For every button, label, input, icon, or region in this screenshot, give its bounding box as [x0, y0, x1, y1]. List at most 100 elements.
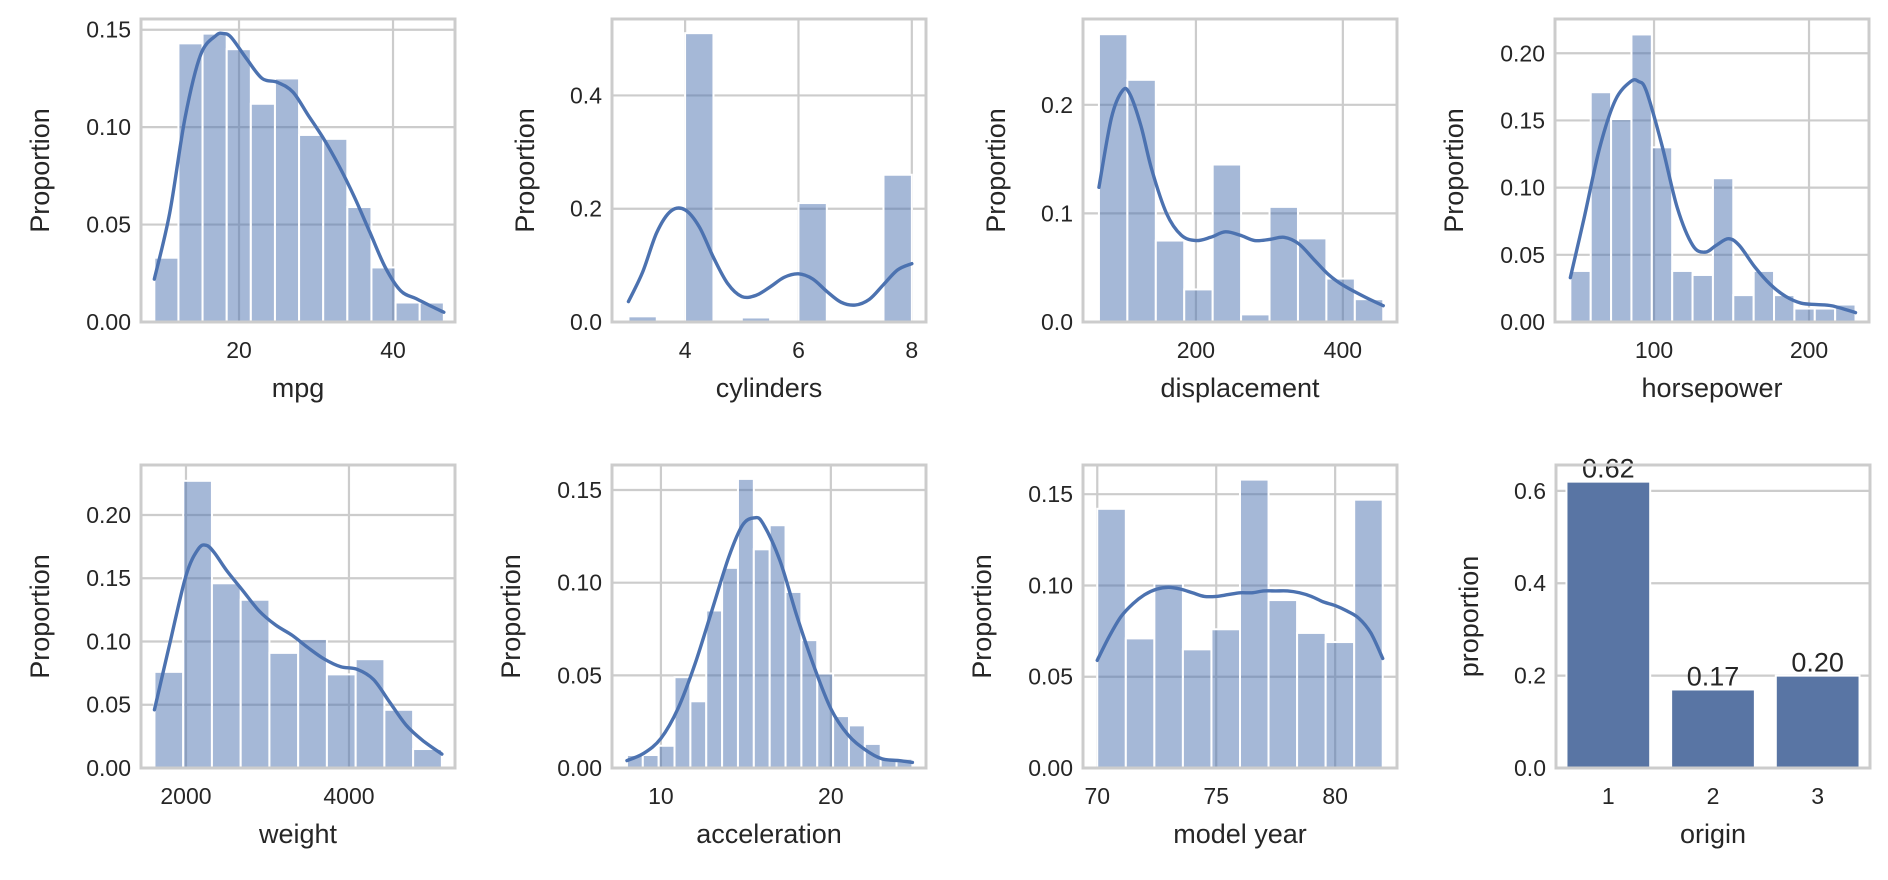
histogram-bar [225, 48, 252, 323]
x-tick-label: 2 [1707, 783, 1720, 809]
histogram-bar [297, 637, 328, 770]
subplot-weight: 0.00 0.05 0.10 0.15 0.20 2000 4000 weight Propor… [25, 463, 457, 849]
kde-line [1095, 585, 1385, 663]
histogram-bar [1610, 118, 1633, 323]
subplot-origin: 0.62 0.17 0.20 0.0 0.2 0.4 0.6 1 2 3 origin proport… [1454, 454, 1872, 849]
histogram-bar [1732, 294, 1755, 323]
histogram-bar [249, 102, 276, 323]
histogram-bar [370, 266, 397, 324]
y-tick-label: 0.15 [557, 477, 602, 503]
histogram-bar [882, 173, 913, 323]
histogram-bar [1181, 648, 1213, 769]
y-tick-label: 0.0 [1514, 755, 1546, 781]
subplot-horsepower: 0.00 0.05 0.10 0.15 0.20 100 200 horsepower Prop… [1439, 17, 1871, 403]
x-axis-label: displacement [1160, 373, 1320, 403]
y-tick-label: 0.4 [570, 82, 602, 108]
y-tick-label: 0.20 [1500, 40, 1545, 66]
x-tick-label: 40 [380, 337, 406, 363]
histogram-bar [752, 548, 771, 769]
histogram-bar [1296, 631, 1327, 770]
subplot-mpg: 0.00 0.05 0.10 0.15 20 40 mpg Proportion [25, 17, 457, 403]
axes-frame [1081, 17, 1399, 324]
bar-1 [1565, 480, 1652, 769]
x-axis-label: horsepower [1641, 373, 1782, 403]
x-tick-label: 200 [1177, 337, 1215, 363]
axes-frame [610, 17, 928, 324]
histogram-bar [800, 639, 819, 769]
y-tick-label: 0.05 [86, 212, 131, 238]
bar-2 [1670, 688, 1756, 769]
y-tick-label: 0.10 [86, 114, 131, 140]
y-axis-label: Proportion [967, 554, 997, 679]
histogram-bar [1353, 498, 1384, 769]
histogram-bar [1126, 78, 1157, 324]
histogram-bar [768, 524, 787, 770]
histogram-bar [1239, 478, 1270, 769]
kde-line [1568, 77, 1858, 315]
histogram-bar [641, 754, 660, 770]
histogram-bar [1630, 33, 1653, 323]
y-tick-label: 0.05 [1028, 664, 1073, 690]
histogram-bar [1324, 641, 1356, 769]
y-tick-label: 0.15 [86, 565, 131, 591]
axes-frame [1081, 463, 1399, 770]
histogram-bar [1096, 507, 1127, 769]
histogram-bar [394, 301, 421, 323]
histogram-bar [273, 77, 301, 324]
x-tick-label: 200 [1790, 337, 1828, 363]
y-tick-label: 0.2 [570, 196, 602, 222]
x-tick-label: 20 [818, 783, 844, 809]
y-tick-label: 0.6 [1514, 478, 1546, 504]
y-tick-label: 0.20 [86, 502, 131, 528]
y-tick-label: 0.10 [557, 570, 602, 596]
x-tick-label: 3 [1811, 783, 1824, 809]
histogram-bar [1691, 273, 1714, 323]
axes-frame [139, 463, 457, 770]
y-tick-label: 0.0 [1041, 309, 1073, 335]
x-axis-label: model year [1173, 819, 1307, 849]
histogram-bar [1589, 91, 1613, 323]
histogram-bar [1296, 237, 1328, 323]
histogram-bar [1211, 163, 1243, 323]
y-tick-label: 0.00 [1028, 755, 1073, 781]
histogram-bar [201, 32, 228, 324]
y-tick-label: 0.1 [1041, 200, 1073, 226]
x-axis-label: acceleration [696, 819, 842, 849]
histogram-bar [298, 133, 325, 323]
data-label: 0.20 [1791, 648, 1844, 678]
histogram-bar [1183, 288, 1214, 323]
y-axis-label: Proportion [25, 554, 55, 679]
x-tick-label: 75 [1203, 783, 1229, 809]
y-tick-label: 0.05 [86, 692, 131, 718]
histogram-bar [689, 700, 708, 770]
x-tick-label: 8 [905, 337, 918, 363]
y-tick-label: 0.10 [1500, 175, 1545, 201]
histogram-bar [1210, 628, 1242, 769]
histogram-bar [816, 672, 835, 770]
subplot-acceleration: 0.00 0.05 0.10 0.15 10 20 acceleration Proporti… [496, 463, 928, 849]
y-tick-label: 0.00 [557, 755, 602, 781]
subplot-model_year: 0.00 0.05 0.10 0.15 70 75 80 model year Proporti… [967, 463, 1399, 849]
axes-frame [139, 17, 457, 324]
y-tick-label: 0.4 [1514, 570, 1546, 596]
histogram-bar [322, 137, 349, 323]
histogram-bar [1153, 582, 1184, 770]
histogram-bar [239, 598, 271, 769]
x-tick-label: 4 [679, 337, 692, 363]
y-axis-label: Proportion [1439, 108, 1469, 233]
y-tick-label: 0.00 [1500, 309, 1545, 335]
y-tick-label: 0.10 [1028, 572, 1073, 598]
y-tick-label: 0.2 [1514, 663, 1546, 689]
x-tick-label: 6 [792, 337, 805, 363]
histogram-bar [383, 708, 415, 770]
x-tick-label: 1 [1602, 783, 1615, 809]
histogram-bar [1793, 307, 1816, 324]
y-axis-label: Proportion [25, 108, 55, 233]
y-tick-label: 0.00 [86, 309, 131, 335]
y-axis-label: Proportion [981, 108, 1011, 233]
data-label: 0.17 [1687, 661, 1740, 691]
axes-frame [610, 463, 928, 770]
kde-line [152, 543, 444, 756]
